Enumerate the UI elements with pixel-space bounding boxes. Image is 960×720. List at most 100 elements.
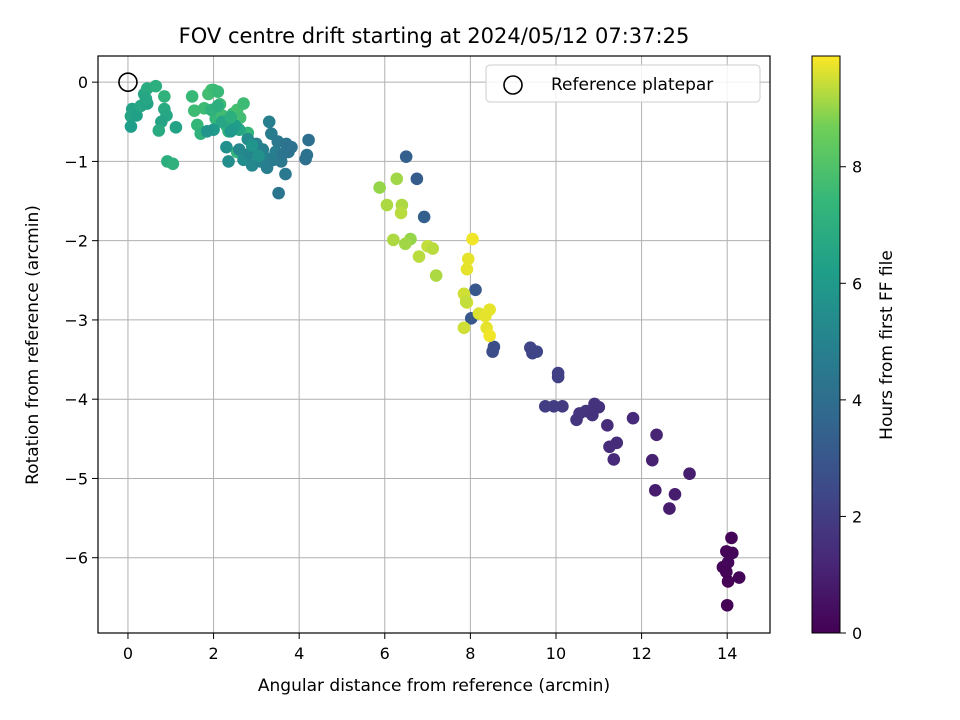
data-point: [645, 453, 659, 467]
legend-label-reference: Reference platepar: [551, 75, 713, 95]
data-point: [412, 250, 426, 263]
data-points: [124, 79, 746, 612]
colorbar-tick-label: 6: [852, 274, 862, 293]
data-point: [721, 575, 735, 588]
data-point: [130, 109, 143, 122]
legend-box: [485, 64, 761, 103]
y-tick-label: −3: [64, 311, 88, 330]
data-point: [683, 467, 696, 480]
colorbar: 0 2 4 6 8 Hours from first FF file: [811, 55, 897, 643]
y-grid-lines: [98, 81, 770, 559]
data-point: [426, 242, 440, 255]
data-point: [245, 139, 259, 152]
data-point: [626, 411, 640, 425]
data-point: [300, 148, 314, 162]
data-point: [483, 329, 496, 343]
data-point: [124, 120, 138, 133]
data-point: [650, 428, 663, 442]
data-point: [387, 233, 400, 247]
reference-platepar-marker: [118, 72, 138, 92]
data-point: [169, 121, 183, 134]
data-point: [380, 198, 394, 212]
plot-area: [98, 56, 770, 633]
colorbar-label: Hours from first FF file: [877, 250, 897, 440]
colorbar-tick-label: 8: [852, 158, 862, 177]
x-axis-label: Angular distance from reference (arcmin): [258, 676, 610, 696]
x-tick-label: 12: [631, 644, 651, 663]
plot-frame: [97, 55, 771, 634]
data-point: [486, 345, 499, 358]
x-tick-label: 8: [465, 644, 475, 663]
data-point: [399, 150, 413, 163]
data-point: [417, 210, 431, 224]
data-point: [461, 252, 475, 266]
y-tick-label: −1: [64, 152, 88, 171]
data-point: [721, 556, 735, 569]
x-grid-lines: [127, 56, 728, 633]
data-point: [601, 419, 614, 432]
data-point: [232, 143, 246, 156]
data-point: [607, 453, 621, 466]
y-tick-label: −6: [64, 549, 88, 568]
data-point: [668, 487, 682, 501]
data-point: [459, 295, 473, 309]
data-point: [390, 172, 404, 186]
data-point: [648, 484, 662, 497]
data-point: [373, 181, 386, 194]
data-point: [285, 140, 298, 154]
data-point: [224, 124, 237, 138]
data-point: [394, 206, 408, 220]
colorbar-ticks: 0 2 4 6 8: [840, 158, 862, 643]
data-point: [399, 237, 412, 251]
x-tick-label: 10: [546, 644, 566, 663]
colorbar-tick-label: 4: [852, 391, 862, 410]
data-point: [573, 407, 586, 420]
data-point: [139, 92, 153, 106]
data-point: [272, 186, 285, 200]
data-point: [479, 309, 492, 323]
chart-title: FOV centre drift starting at 2024/05/12 …: [179, 24, 690, 48]
data-point: [237, 97, 250, 110]
data-point: [720, 565, 733, 579]
data-point: [200, 124, 214, 138]
data-point: [720, 598, 734, 612]
x-axis-ticks: 0 2 4 6 8 10 12 14: [123, 633, 737, 663]
y-tick-label: −4: [64, 390, 88, 409]
data-point: [732, 571, 746, 584]
data-point: [663, 502, 676, 515]
data-point: [279, 167, 292, 181]
x-tick-label: 6: [380, 644, 390, 663]
data-point: [224, 110, 237, 124]
x-tick-label: 4: [294, 644, 304, 663]
data-point: [429, 269, 443, 282]
data-point: [158, 90, 171, 103]
data-point: [726, 546, 739, 560]
data-point: [149, 79, 163, 93]
data-point: [211, 99, 225, 113]
x-tick-label: 0: [123, 644, 133, 663]
data-point: [152, 124, 166, 137]
data-point: [166, 157, 180, 171]
data-point: [262, 115, 276, 129]
data-point: [410, 172, 424, 186]
data-point: [547, 400, 561, 413]
legend-reference-marker: [503, 75, 523, 95]
data-point: [457, 321, 471, 335]
data-point: [185, 90, 199, 103]
colorbar-tick-label: 2: [852, 507, 862, 526]
x-tick-label: 14: [717, 644, 737, 663]
y-axis-label: Rotation from reference (arcmin): [23, 205, 43, 485]
data-point: [466, 232, 479, 246]
legend: Reference platepar: [485, 64, 761, 103]
data-point: [460, 262, 474, 276]
y-tick-label: −5: [64, 469, 88, 488]
data-point: [188, 104, 201, 117]
colorbar-tick-label: 0: [852, 624, 862, 643]
colorbar-gradient: [811, 55, 841, 634]
data-point: [302, 133, 315, 147]
y-tick-label: −2: [64, 232, 88, 251]
data-point: [551, 370, 565, 384]
data-point: [526, 346, 539, 360]
x-tick-label: 2: [208, 644, 218, 663]
